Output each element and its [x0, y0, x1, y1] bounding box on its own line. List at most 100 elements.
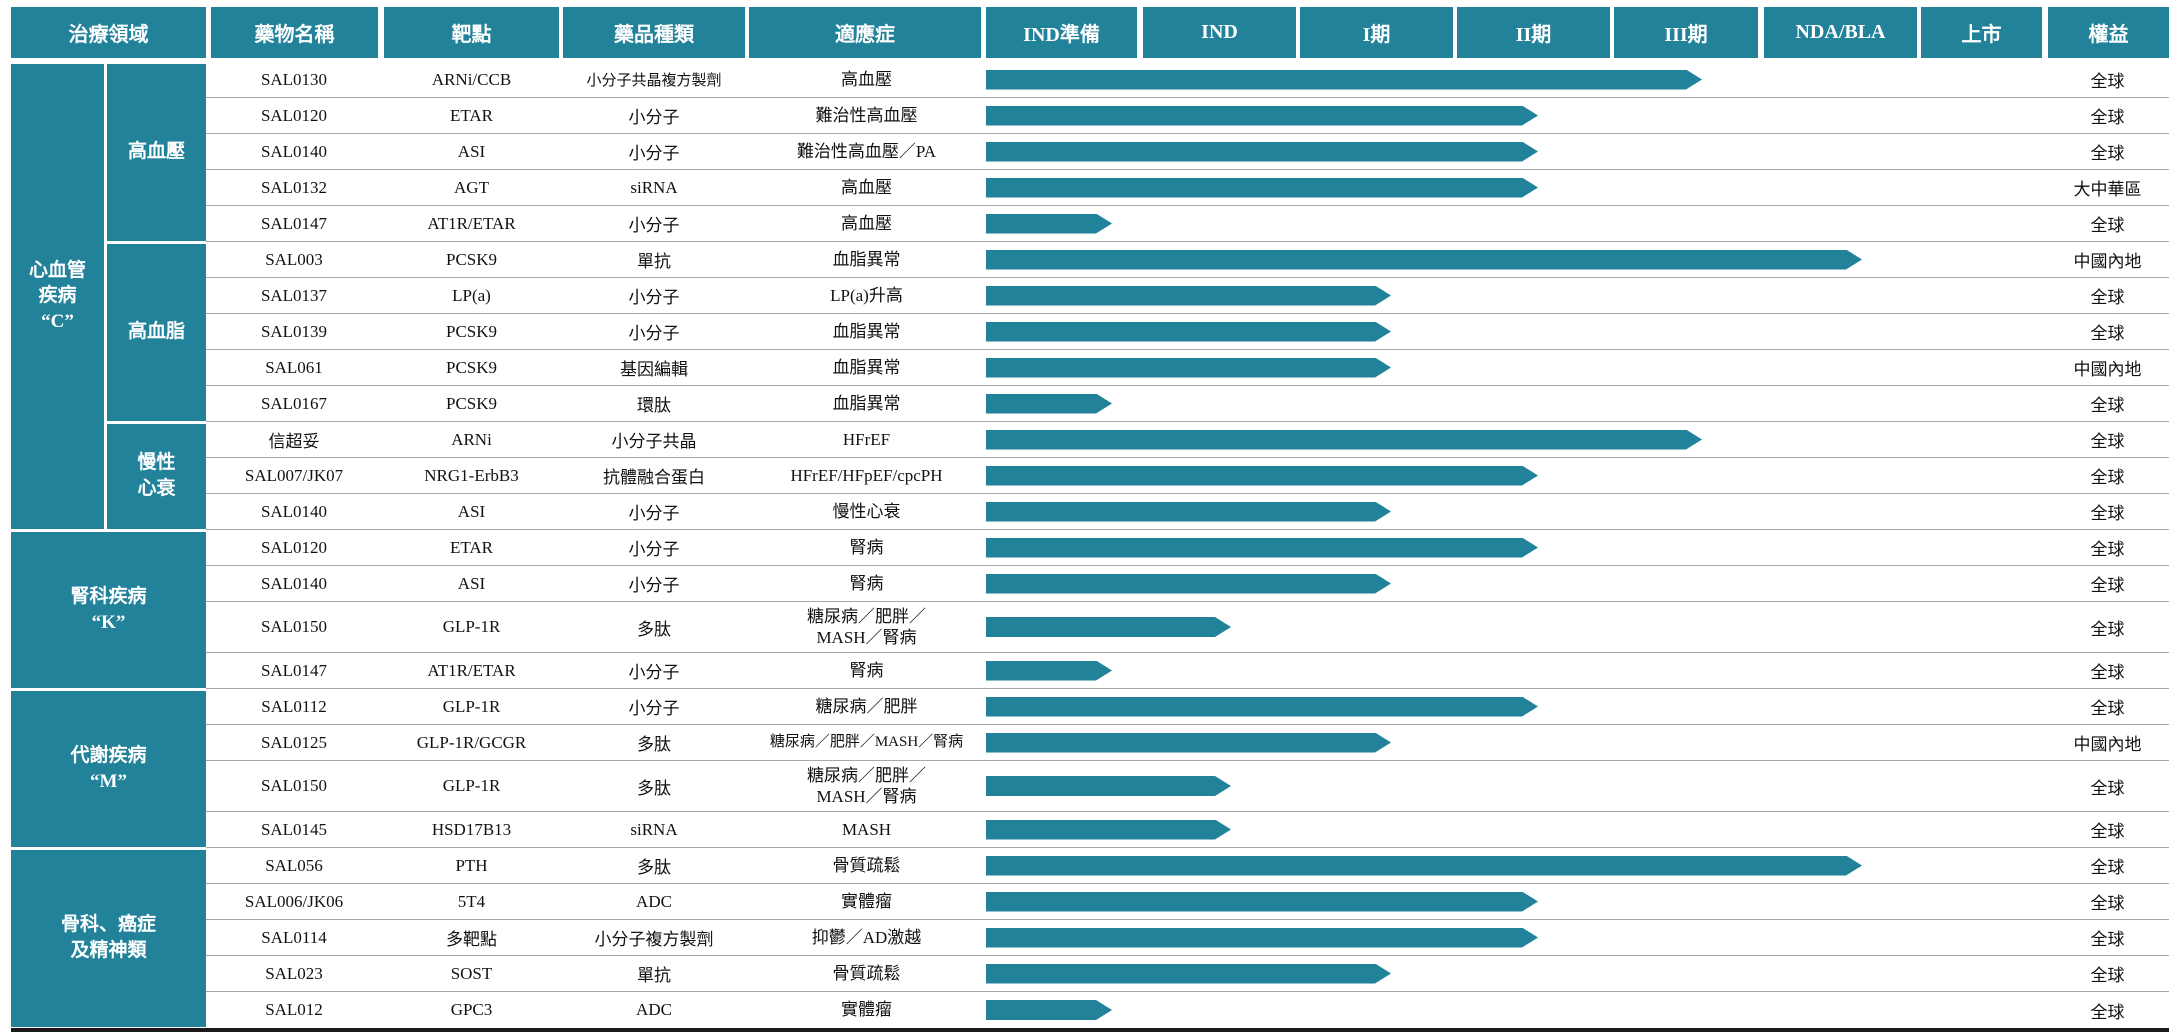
drug-type-cell: 多肽 — [637, 858, 671, 877]
pipeline-row: SAL0139 PCSK9 小分子 血脂異常 全球 — [206, 314, 2169, 350]
rights-cell: 全球 — [2090, 699, 2125, 718]
drug-name-cell: SAL0139 — [260, 321, 328, 341]
pipeline-row: SAL0132 AGT siRNA 高血壓 大中華區 — [206, 170, 2169, 206]
drug-type-cell: 基因編輯 — [620, 360, 688, 379]
header-col-indication: 適應症 — [749, 7, 981, 58]
drug-type-cell: 小分子 — [628, 699, 680, 718]
stage-arrow — [986, 502, 1391, 522]
drug-name-cell: SAL0140 — [260, 501, 328, 521]
pipeline-row: SAL0137 LP(a) 小分子 LP(a)升高 全球 — [206, 278, 2169, 314]
pipeline-cell — [986, 170, 2046, 205]
pipeline-row: SAL012 GPC3 ADC 實體瘤 全球 — [206, 992, 2169, 1028]
pipeline-cell — [986, 314, 2046, 349]
drug-type-cell: 小分子 — [628, 324, 680, 343]
target-cell: GLP-1R — [442, 696, 501, 716]
indication-cell: 糖尿病／肥胖／ MASH／腎病 — [807, 606, 926, 647]
rights-cell: 全球 — [2090, 324, 2125, 343]
stage-arrow — [986, 733, 1391, 753]
target-cell: ASI — [457, 141, 486, 161]
pipeline-row: SAL006/JK06 5T4 ADC 實體瘤 全球 — [206, 884, 2169, 920]
area-group-3-label: 骨科、癌症 及精神類 — [60, 914, 156, 961]
stage-arrow — [986, 928, 1538, 948]
target-cell: PCSK9 — [445, 357, 498, 377]
pipeline-cell — [986, 992, 2046, 1028]
drug-type-cell: 小分子共晶複方製劑 — [586, 73, 722, 89]
header-row: 治療領域 藥物名稱 靶點 藥品種類 適應症 IND準備 IND I期 II期 III期 NDA/BL… — [11, 7, 2169, 58]
indication-cell: 腎病 — [849, 573, 884, 593]
target-cell: GPC3 — [450, 1000, 493, 1019]
stage-arrow — [986, 697, 1538, 717]
drug-name-cell: SAL0150 — [260, 776, 328, 795]
area-subgroup-0-0-label: 高血壓 — [127, 141, 185, 163]
pipeline-cell — [986, 458, 2046, 493]
header-col-rights: 權益 — [2048, 7, 2169, 58]
stage-arrow — [986, 574, 1391, 594]
area-group-0: 心血管 疾病 “C” — [11, 63, 104, 529]
area-subgroup-0-0: 高血壓 — [107, 63, 206, 241]
drug-type-cell: ADC — [636, 891, 672, 911]
stage-arrow — [986, 394, 1112, 414]
area-subgroup-0-2: 慢性 心衰 — [107, 423, 206, 529]
target-cell: GLP-1R — [442, 617, 501, 636]
drug-name-cell: SAL012 — [265, 1000, 323, 1019]
rights-cell: 全球 — [2090, 1002, 2125, 1022]
drug-type-cell: 小分子 — [628, 576, 680, 595]
pipeline-row: SAL0167 PCSK9 環肽 血脂異常 全球 — [206, 386, 2169, 422]
target-cell: AT1R/ETAR — [427, 213, 516, 233]
stage-arrow — [986, 776, 1231, 796]
pipeline-cell — [986, 278, 2046, 313]
indication-cell: 血脂異常 — [832, 249, 901, 269]
indication-cell: HFrEF/HFpEF/cpcPH — [790, 465, 943, 485]
drug-name-cell: SAL0167 — [260, 393, 328, 413]
pipeline-cell — [986, 812, 2046, 847]
drug-type-cell: 抗體融合蛋白 — [603, 468, 705, 487]
drug-name-cell: SAL0147 — [260, 660, 328, 680]
area-group-2: 代謝疾病 “M” — [11, 690, 206, 847]
header-col-phase-2: II期 — [1457, 7, 1610, 58]
drug-type-cell: 單抗 — [637, 252, 671, 271]
drug-name-cell: SAL056 — [265, 855, 323, 875]
drug-name-cell: SAL023 — [265, 963, 323, 983]
area-group-0-label: 心血管 疾病 “C” — [28, 259, 86, 332]
drug-type-cell: 小分子 — [628, 288, 680, 307]
drug-name-cell: SAL0140 — [260, 573, 328, 593]
drug-name-cell: SAL0145 — [260, 819, 328, 839]
stage-arrow — [986, 286, 1391, 306]
pipeline-row: SAL0150 GLP-1R 多肽 糖尿病／肥胖／ MASH／腎病 全球 — [206, 602, 2169, 653]
target-cell: ASI — [457, 501, 486, 521]
target-cell: ARNi — [451, 429, 492, 449]
rights-cell: 全球 — [2090, 576, 2125, 595]
drug-type-cell: 小分子 — [628, 663, 680, 682]
pipeline-cell — [986, 134, 2046, 169]
drug-type-cell: 小分子 — [628, 540, 680, 559]
rights-cell: 全球 — [2090, 894, 2125, 913]
header-col-phase-1: I期 — [1300, 7, 1453, 58]
pipeline-cell — [986, 386, 2046, 421]
drug-name-cell: SAL0137 — [260, 285, 328, 305]
target-cell: PCSK9 — [445, 249, 498, 269]
header-col-phase-3: III期 — [1614, 7, 1758, 58]
pipeline-cell — [986, 494, 2046, 529]
pipeline-cell — [986, 350, 2046, 385]
rights-cell: 全球 — [2090, 144, 2125, 163]
rights-cell: 全球 — [2090, 619, 2125, 639]
pipeline-row: SAL0140 ASI 小分子 難治性高血壓／PA 全球 — [206, 134, 2169, 170]
indication-cell: 血脂異常 — [832, 357, 901, 377]
rights-cell: 全球 — [2090, 822, 2125, 841]
area-group-2-label: 代謝疾病 “M” — [70, 744, 147, 792]
area-subgroup-0-1-label: 高血脂 — [127, 321, 185, 343]
rights-cell: 全球 — [2090, 108, 2125, 127]
bottom-rule — [11, 1028, 2169, 1032]
header-col-marketed: 上市 — [1921, 7, 2042, 58]
pipeline-row: SAL056 PTH 多肽 骨質疏鬆 全球 — [206, 848, 2169, 884]
target-cell: AT1R/ETAR — [427, 660, 516, 680]
rights-cell: 全球 — [2090, 930, 2125, 949]
area-group-3: 骨科、癌症 及精神類 — [11, 849, 206, 1027]
indication-cell: 慢性心衰 — [832, 501, 901, 521]
header-col-target: 靶點 — [384, 7, 559, 58]
indication-cell: 腎病 — [849, 660, 884, 680]
rights-cell: 全球 — [2090, 858, 2125, 877]
stage-arrow — [986, 70, 1702, 90]
pipeline-cell — [986, 242, 2046, 277]
drug-name-cell: SAL0125 — [260, 732, 328, 752]
